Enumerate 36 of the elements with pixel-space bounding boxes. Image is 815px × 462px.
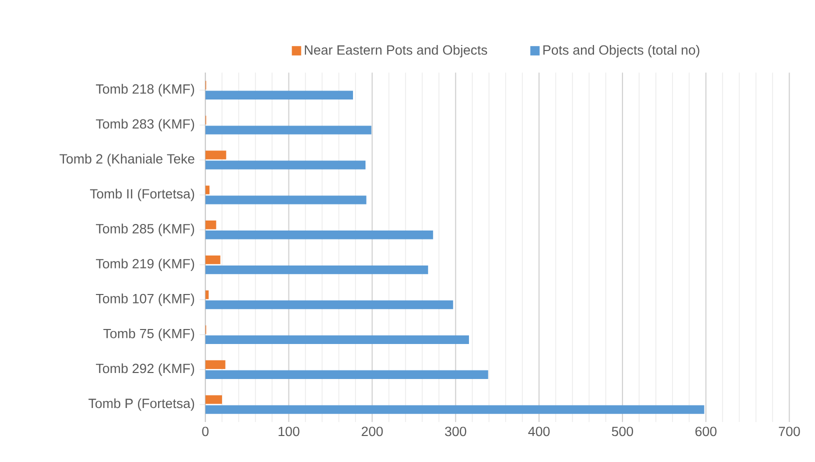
y-tick-label: Tomb P (Fortetsa) [88, 398, 194, 411]
bar [205, 255, 220, 264]
x-tick-label: 700 [778, 426, 800, 436]
legend-label: Pots and Objects (total no) [543, 44, 700, 58]
x-tick-label: 200 [362, 426, 383, 436]
bar [205, 220, 216, 230]
x-tick-label: 0 [202, 426, 209, 436]
y-tick-label: Tomb 219 (KMF) [96, 258, 194, 272]
y-tick-label: Tomb 107 (KMF) [96, 294, 194, 306]
bar [205, 335, 469, 344]
y-tick-label: Tomb II (Fortetsa) [90, 188, 194, 202]
bar [205, 300, 454, 310]
bar [205, 230, 434, 240]
y-tick-label: Tomb 2 (Khaniale Teke [60, 154, 194, 166]
y-tick-label: Tomb 292 (KMF) [96, 363, 194, 376]
bar [205, 186, 210, 194]
y-tick-label: Tomb 285 (KMF) [96, 224, 194, 236]
x-tick-label: 100 [278, 426, 300, 436]
bar [205, 405, 704, 414]
x-tick-label: 300 [444, 426, 466, 436]
bar [205, 395, 222, 404]
x-tick-label: 400 [528, 426, 550, 436]
bar [205, 360, 226, 369]
bar [205, 150, 226, 160]
y-tick-label: Tomb 283 (KMF) [96, 118, 194, 132]
legend-label: Near Eastern Pots and Objects [304, 44, 488, 58]
y-tick-label: Tomb 75 (KMF) [103, 328, 194, 341]
bar [205, 90, 353, 100]
bar [205, 370, 488, 379]
bar [205, 160, 366, 170]
bar [205, 196, 366, 204]
x-tick-label: 500 [612, 426, 634, 436]
y-tick-label: Tomb 218 (KMF) [96, 84, 194, 96]
bar [205, 265, 428, 274]
bar [205, 126, 372, 134]
x-tick-label: 600 [695, 426, 716, 436]
